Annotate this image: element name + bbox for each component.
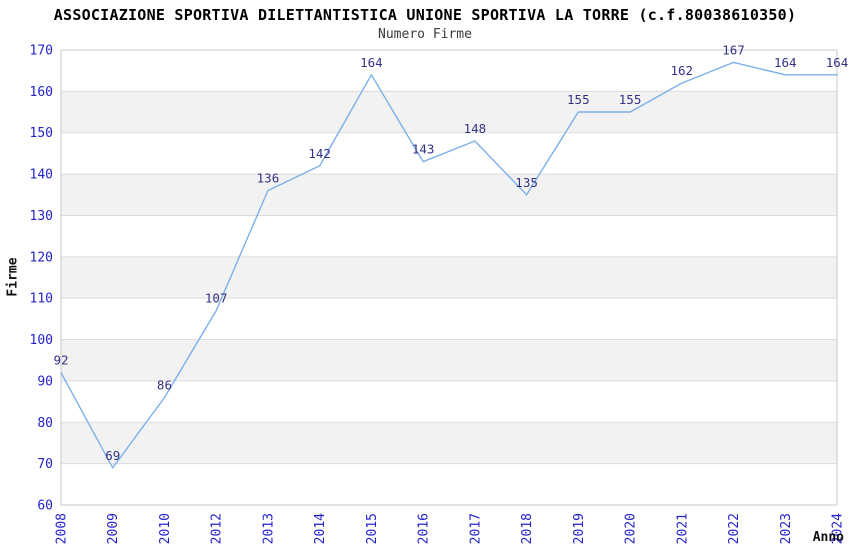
x-tick-label: 2017 (468, 513, 483, 544)
data-label: 164 (360, 55, 383, 70)
x-tick-label: 2019 (572, 513, 587, 544)
chart-subtitle: Numero Firme (378, 27, 472, 42)
y-axis-title: Firme (5, 257, 21, 297)
y-tick-label: 90 (37, 374, 53, 389)
x-tick-label: 2008 (55, 513, 70, 544)
data-label: 92 (53, 353, 68, 368)
x-tick-label: 2022 (727, 513, 742, 544)
x-tick-label: 2015 (365, 513, 380, 544)
plot-band (61, 91, 837, 133)
plot-band (61, 422, 837, 464)
x-tick-label: 2020 (624, 513, 639, 544)
y-tick-label: 80 (37, 416, 53, 431)
y-tick-label: 140 (30, 168, 53, 183)
y-tick-label: 70 (37, 457, 53, 472)
y-tick-label: 170 (30, 44, 53, 59)
data-label: 155 (567, 92, 590, 107)
data-label: 148 (464, 121, 487, 136)
x-tick-label: 2018 (520, 513, 535, 544)
y-gridlines (61, 90, 837, 465)
x-axis-title: Anno (812, 530, 844, 545)
plot-band (61, 174, 837, 216)
x-tick-label: 2013 (261, 513, 276, 544)
plot-band (61, 339, 837, 381)
plot-border (60, 49, 838, 506)
x-axis-labels: 2008 2009 2010 2012 2013 2014 2015 2016 2017 2018… (55, 513, 846, 544)
y-tick-label: 130 (30, 209, 53, 224)
x-tick-label: 2009 (106, 513, 121, 544)
x-tick-label: 2023 (779, 513, 794, 544)
y-tick-label: 110 (30, 292, 53, 307)
data-labels: 92 69 86 107 136 142 164 143 148 135 155 155 162 167 1… (53, 42, 848, 462)
series-line (60, 61, 838, 469)
y-tick-label: 100 (30, 333, 53, 348)
data-label: 107 (205, 291, 228, 306)
y-tick-label: 150 (30, 126, 53, 141)
y-tick-label: 120 (30, 250, 53, 265)
y-tick-label: 160 (30, 85, 53, 100)
x-tick-label: 2012 (210, 513, 225, 544)
plot-bands (61, 91, 837, 464)
data-label: 143 (412, 142, 435, 157)
data-label: 164 (826, 55, 849, 70)
x-tick-label: 2010 (158, 513, 173, 544)
data-label: 142 (308, 146, 331, 161)
y-axis-labels: 60 70 80 90 100 110 120 130 140 150 160 170 (30, 44, 53, 514)
x-tick-label: 2021 (675, 513, 690, 544)
data-label: 69 (105, 448, 120, 463)
data-label: 155 (619, 92, 642, 107)
data-label: 136 (257, 171, 280, 186)
data-label: 167 (722, 42, 745, 57)
chart-title: ASSOCIAZIONE SPORTIVA DILETTANTISTICA UN… (53, 6, 797, 24)
x-tick-label: 2024 (831, 513, 846, 544)
data-label: 86 (157, 377, 172, 392)
data-label: 162 (671, 63, 694, 78)
x-tick-label: 2016 (417, 513, 432, 544)
x-tick-label: 2014 (313, 513, 328, 544)
data-label: 164 (774, 55, 797, 70)
y-tick-label: 60 (37, 499, 53, 514)
data-label: 135 (515, 175, 538, 190)
plot-band (61, 256, 837, 299)
